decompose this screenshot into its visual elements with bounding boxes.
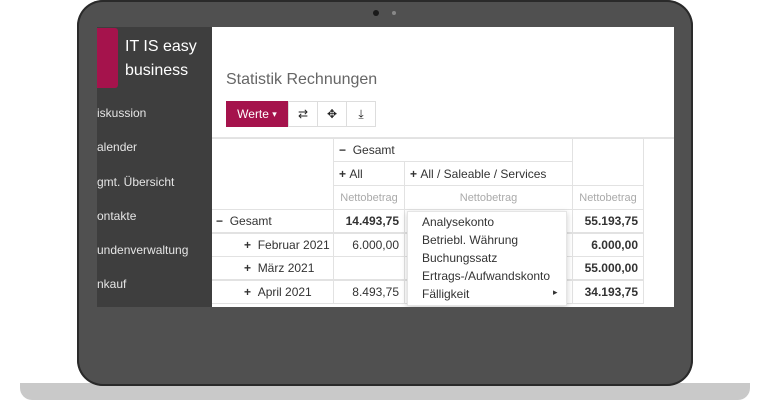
col-all-label: All <box>349 166 363 181</box>
col-header-all[interactable]: + All <box>333 161 405 186</box>
menu-item-buchungssatz[interactable]: Buchungssatz <box>422 251 498 265</box>
cell-total[interactable]: 6.000,00 <box>572 232 644 257</box>
row-label: März 2021 <box>257 261 315 275</box>
submenu-arrow-icon: ▸ <box>553 287 558 297</box>
logo <box>97 28 118 88</box>
sidebar-item-kalender[interactable]: alender <box>97 140 138 154</box>
row-header[interactable]: + März 2021 <box>212 256 334 280</box>
cell-all[interactable]: 8.493,75 <box>333 279 405 304</box>
sidebar-item-einkauf[interactable]: nkauf <box>97 277 127 291</box>
col-header-total <box>572 138 644 186</box>
col-header-services[interactable]: + All / Saleable / Services <box>404 161 573 186</box>
menu-item-faelligkeit[interactable]: Fälligkeit <box>422 287 470 301</box>
measure-header[interactable]: Nettobetrag <box>572 185 644 210</box>
measure-header[interactable]: Nettobetrag <box>404 185 573 210</box>
row-header[interactable]: + Februar 2021 <box>212 232 334 257</box>
menu-item-waehrung[interactable]: Betriebl. Währung <box>422 233 519 247</box>
download-button[interactable]: ⤓ <box>346 101 376 127</box>
main-content: Statistik Rechnungen Werte ▾ ⇄ ✥ ⤓ − Ges… <box>212 27 674 307</box>
laptop-base <box>20 383 750 400</box>
row-header[interactable]: − Gesamt <box>212 209 334 233</box>
plus-icon: + <box>244 261 252 275</box>
plus-icon: + <box>410 166 421 181</box>
sensor-icon <box>392 11 396 15</box>
swap-icon: ⇄ <box>297 107 309 121</box>
cell-all[interactable]: 14.493,75 <box>333 209 405 233</box>
menu-item-analysekonto[interactable]: Analysekonto <box>422 215 495 229</box>
flip-axis-button[interactable]: ⇄ <box>288 101 318 127</box>
row-label: April 2021 <box>257 284 312 299</box>
col-header-gesamt[interactable]: − Gesamt <box>333 138 573 162</box>
col-services-label: All / Saleable / Services <box>420 166 547 181</box>
cell-all[interactable] <box>333 256 405 280</box>
sidebar-item-kundenverwaltung[interactable]: undenverwaltung <box>97 243 189 257</box>
row-label: Gesamt <box>229 214 272 228</box>
sidebar-item-diskussion[interactable]: iskussion <box>97 106 147 120</box>
screen: IT IS easy business iskussion alender gmt… <box>97 27 674 307</box>
row-header[interactable]: + April 2021 <box>212 279 334 304</box>
groupby-dropdown-menu: Analysekonto Betriebl. Währung Buchungss… <box>407 211 567 306</box>
minus-icon: − <box>216 214 224 228</box>
werte-label: Werte <box>237 107 269 121</box>
plus-icon: + <box>339 166 350 181</box>
col-gesamt-label: Gesamt <box>352 143 395 157</box>
arrows-icon: ✥ <box>326 107 338 121</box>
minus-icon: − <box>339 143 347 157</box>
plus-icon: + <box>244 237 252 252</box>
sidebar-item-kontakte[interactable]: ontakte <box>97 209 137 223</box>
pivot-corner <box>212 138 334 210</box>
cell-total[interactable]: 55.000,00 <box>572 256 644 280</box>
werte-button[interactable]: Werte ▾ <box>226 101 288 127</box>
download-icon: ⤓ <box>358 106 364 121</box>
page-title: Statistik Rechnungen <box>226 71 378 88</box>
cell-total[interactable]: 55.193,75 <box>572 209 644 233</box>
sidebar-item-mgmt[interactable]: gmt. Übersicht <box>97 175 175 189</box>
cell-all[interactable]: 6.000,00 <box>333 232 405 257</box>
sidebar: IT IS easy business iskussion alender gmt… <box>97 27 212 307</box>
caret-down-icon: ▾ <box>272 108 277 119</box>
brand-line1: IT IS easy <box>125 38 197 55</box>
menu-item-ertragskonto[interactable]: Ertrags-/Aufwandskonto <box>422 269 551 283</box>
row-label: Februar 2021 <box>257 237 330 252</box>
brand-line2: business <box>125 62 189 79</box>
cell-total[interactable]: 34.193,75 <box>572 279 644 304</box>
measure-header[interactable]: Nettobetrag <box>333 185 405 210</box>
camera-icon <box>373 10 379 16</box>
expand-all-button[interactable]: ✥ <box>317 101 347 127</box>
plus-icon: + <box>244 284 252 299</box>
brand: IT IS easy business <box>125 35 197 83</box>
